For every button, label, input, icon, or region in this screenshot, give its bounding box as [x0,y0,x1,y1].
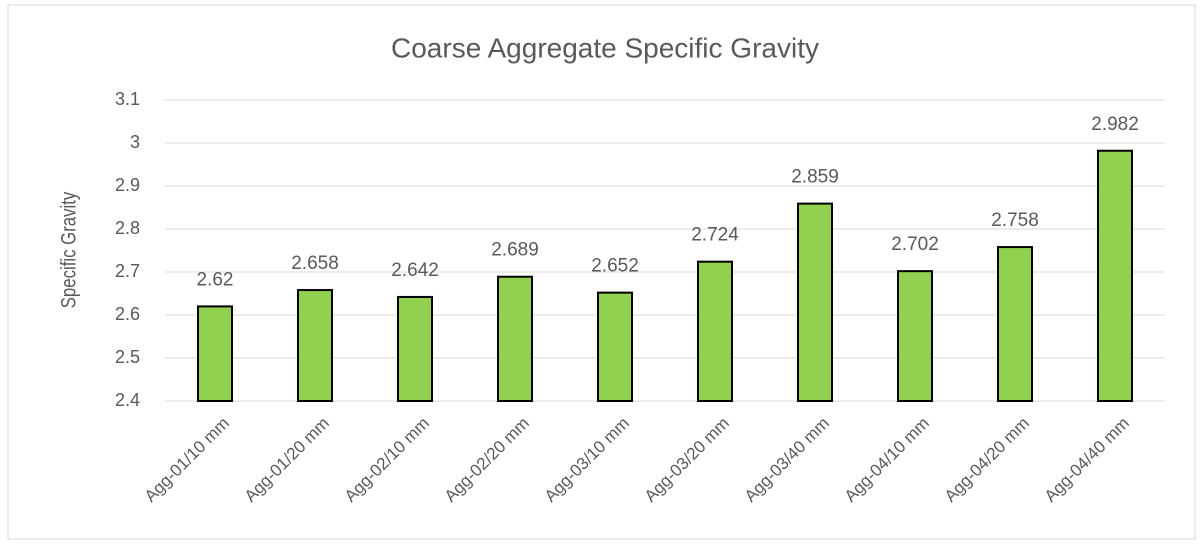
bar [397,295,433,402]
data-label: 2.652 [591,256,639,277]
data-label: 2.642 [391,260,439,281]
data-label: 2.758 [991,210,1039,231]
y-tick-label: 3 [130,132,140,152]
bar [797,202,833,402]
y-tick-label: 2.5 [115,347,140,367]
y-tick-label: 2.8 [115,218,140,238]
y-axis-label: Specific Gravity [58,191,81,308]
bar [497,275,533,403]
y-tick-label: 2.6 [115,304,140,324]
data-label: 2.724 [691,225,739,246]
y-tick-label: 2.9 [115,175,140,195]
y-tick-label: 3.1 [115,89,140,109]
y-tick-label: 2.4 [115,390,140,410]
data-label: 2.689 [491,240,539,261]
y-tick-label: 2.7 [115,261,140,281]
chart-title: Coarse Aggregate Specific Gravity [391,32,819,63]
bar [1097,149,1133,402]
data-label: 2.859 [791,167,839,188]
bar [297,289,333,402]
bar [997,246,1033,402]
bar [897,270,933,403]
bar [697,260,733,402]
data-label: 2.702 [891,234,939,255]
bar [597,291,633,403]
data-label: 2.982 [1091,114,1139,135]
data-label: 2.62 [197,269,234,290]
bar [197,305,233,402]
data-label: 2.658 [291,253,339,274]
